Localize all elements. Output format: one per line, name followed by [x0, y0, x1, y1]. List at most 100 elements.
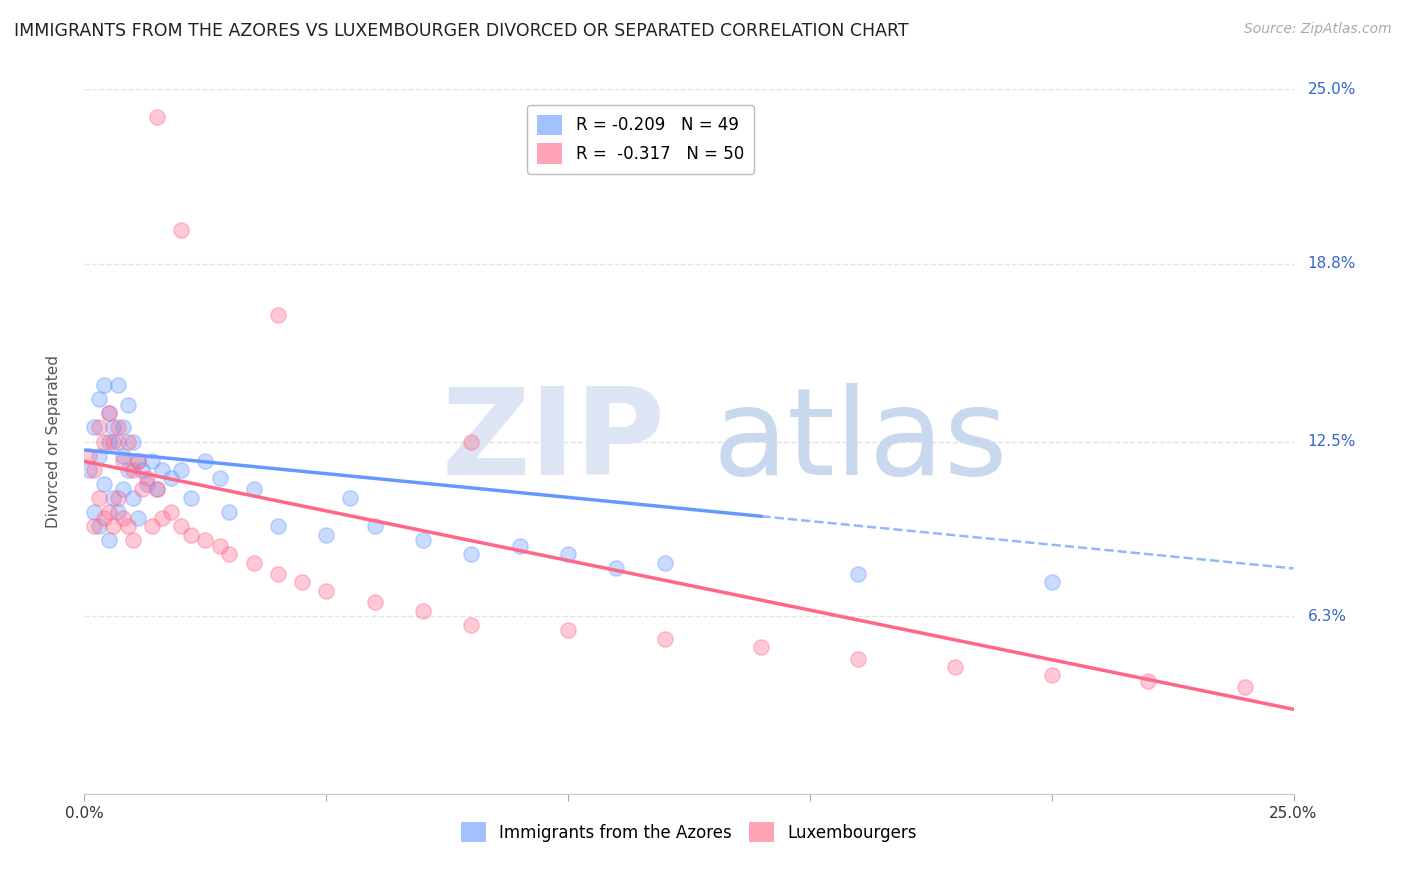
Point	[339, 491, 361, 505]
Point	[112, 483, 135, 497]
Point	[460, 547, 482, 561]
Point	[170, 519, 193, 533]
Point	[160, 471, 183, 485]
Point	[121, 434, 143, 449]
Point	[121, 463, 143, 477]
Point	[1040, 668, 1063, 682]
Point	[112, 420, 135, 434]
Point	[218, 547, 240, 561]
Point	[751, 640, 773, 655]
Point	[180, 491, 202, 505]
Point	[363, 595, 385, 609]
Point	[846, 651, 869, 665]
Point	[127, 510, 149, 524]
Point	[136, 476, 159, 491]
Point	[846, 567, 869, 582]
Point	[509, 539, 531, 553]
Text: 25.0%: 25.0%	[1308, 82, 1355, 96]
Point	[194, 533, 217, 548]
Point	[315, 583, 337, 598]
Point	[1234, 680, 1257, 694]
Point	[112, 454, 135, 468]
Point	[97, 406, 120, 420]
Point	[83, 463, 105, 477]
Point	[107, 378, 129, 392]
Text: 6.3%: 6.3%	[1308, 609, 1347, 624]
Point	[141, 519, 163, 533]
Point	[87, 519, 110, 533]
Point	[242, 556, 264, 570]
Point	[112, 449, 135, 463]
Point	[242, 483, 264, 497]
Point	[127, 454, 149, 468]
Point	[97, 533, 120, 548]
Point	[117, 434, 139, 449]
Point	[150, 510, 173, 524]
Point	[93, 378, 115, 392]
Point	[412, 533, 434, 548]
Point	[654, 632, 676, 646]
Point	[107, 420, 129, 434]
Point	[83, 420, 105, 434]
Text: 12.5%: 12.5%	[1308, 434, 1355, 449]
Point	[121, 533, 143, 548]
Text: atlas: atlas	[713, 383, 1008, 500]
Y-axis label: Divorced or Separated: Divorced or Separated	[46, 355, 60, 528]
Point	[218, 505, 240, 519]
Point	[103, 519, 125, 533]
Point	[97, 406, 120, 420]
Point	[103, 491, 125, 505]
Point	[267, 519, 290, 533]
Point	[83, 519, 105, 533]
Text: ZIP: ZIP	[441, 383, 665, 500]
Point	[363, 519, 385, 533]
Point	[77, 449, 100, 463]
Point	[315, 527, 337, 541]
Point	[943, 660, 966, 674]
Point	[412, 604, 434, 618]
Point	[97, 434, 120, 449]
Point	[87, 449, 110, 463]
Point	[146, 483, 169, 497]
Point	[103, 420, 125, 434]
Point	[460, 434, 482, 449]
Point	[1040, 575, 1063, 590]
Text: Source: ZipAtlas.com: Source: ZipAtlas.com	[1244, 22, 1392, 37]
Text: IMMIGRANTS FROM THE AZORES VS LUXEMBOURGER DIVORCED OR SEPARATED CORRELATION CHA: IMMIGRANTS FROM THE AZORES VS LUXEMBOURG…	[14, 22, 908, 40]
Point	[93, 476, 115, 491]
Point	[141, 454, 163, 468]
Point	[93, 434, 115, 449]
Point	[107, 505, 129, 519]
Point	[131, 483, 153, 497]
Point	[150, 463, 173, 477]
Point	[291, 575, 314, 590]
Point	[460, 617, 482, 632]
Point	[121, 491, 143, 505]
Point	[112, 510, 135, 524]
Point	[136, 471, 159, 485]
Point	[87, 420, 110, 434]
Point	[107, 491, 129, 505]
Point	[131, 463, 153, 477]
Point	[605, 561, 627, 575]
Point	[267, 308, 290, 322]
Point	[146, 111, 169, 125]
Point	[170, 463, 193, 477]
Legend: Immigrants from the Azores, Luxembourgers: Immigrants from the Azores, Luxembourger…	[454, 815, 924, 849]
Point	[117, 398, 139, 412]
Point	[127, 454, 149, 468]
Point	[107, 434, 129, 449]
Point	[654, 556, 676, 570]
Point	[180, 527, 202, 541]
Point	[557, 547, 579, 561]
Point	[77, 463, 100, 477]
Point	[170, 223, 193, 237]
Point	[1137, 674, 1160, 689]
Point	[83, 505, 105, 519]
Point	[208, 539, 231, 553]
Point	[103, 434, 125, 449]
Point	[146, 483, 169, 497]
Point	[117, 463, 139, 477]
Point	[93, 510, 115, 524]
Point	[87, 491, 110, 505]
